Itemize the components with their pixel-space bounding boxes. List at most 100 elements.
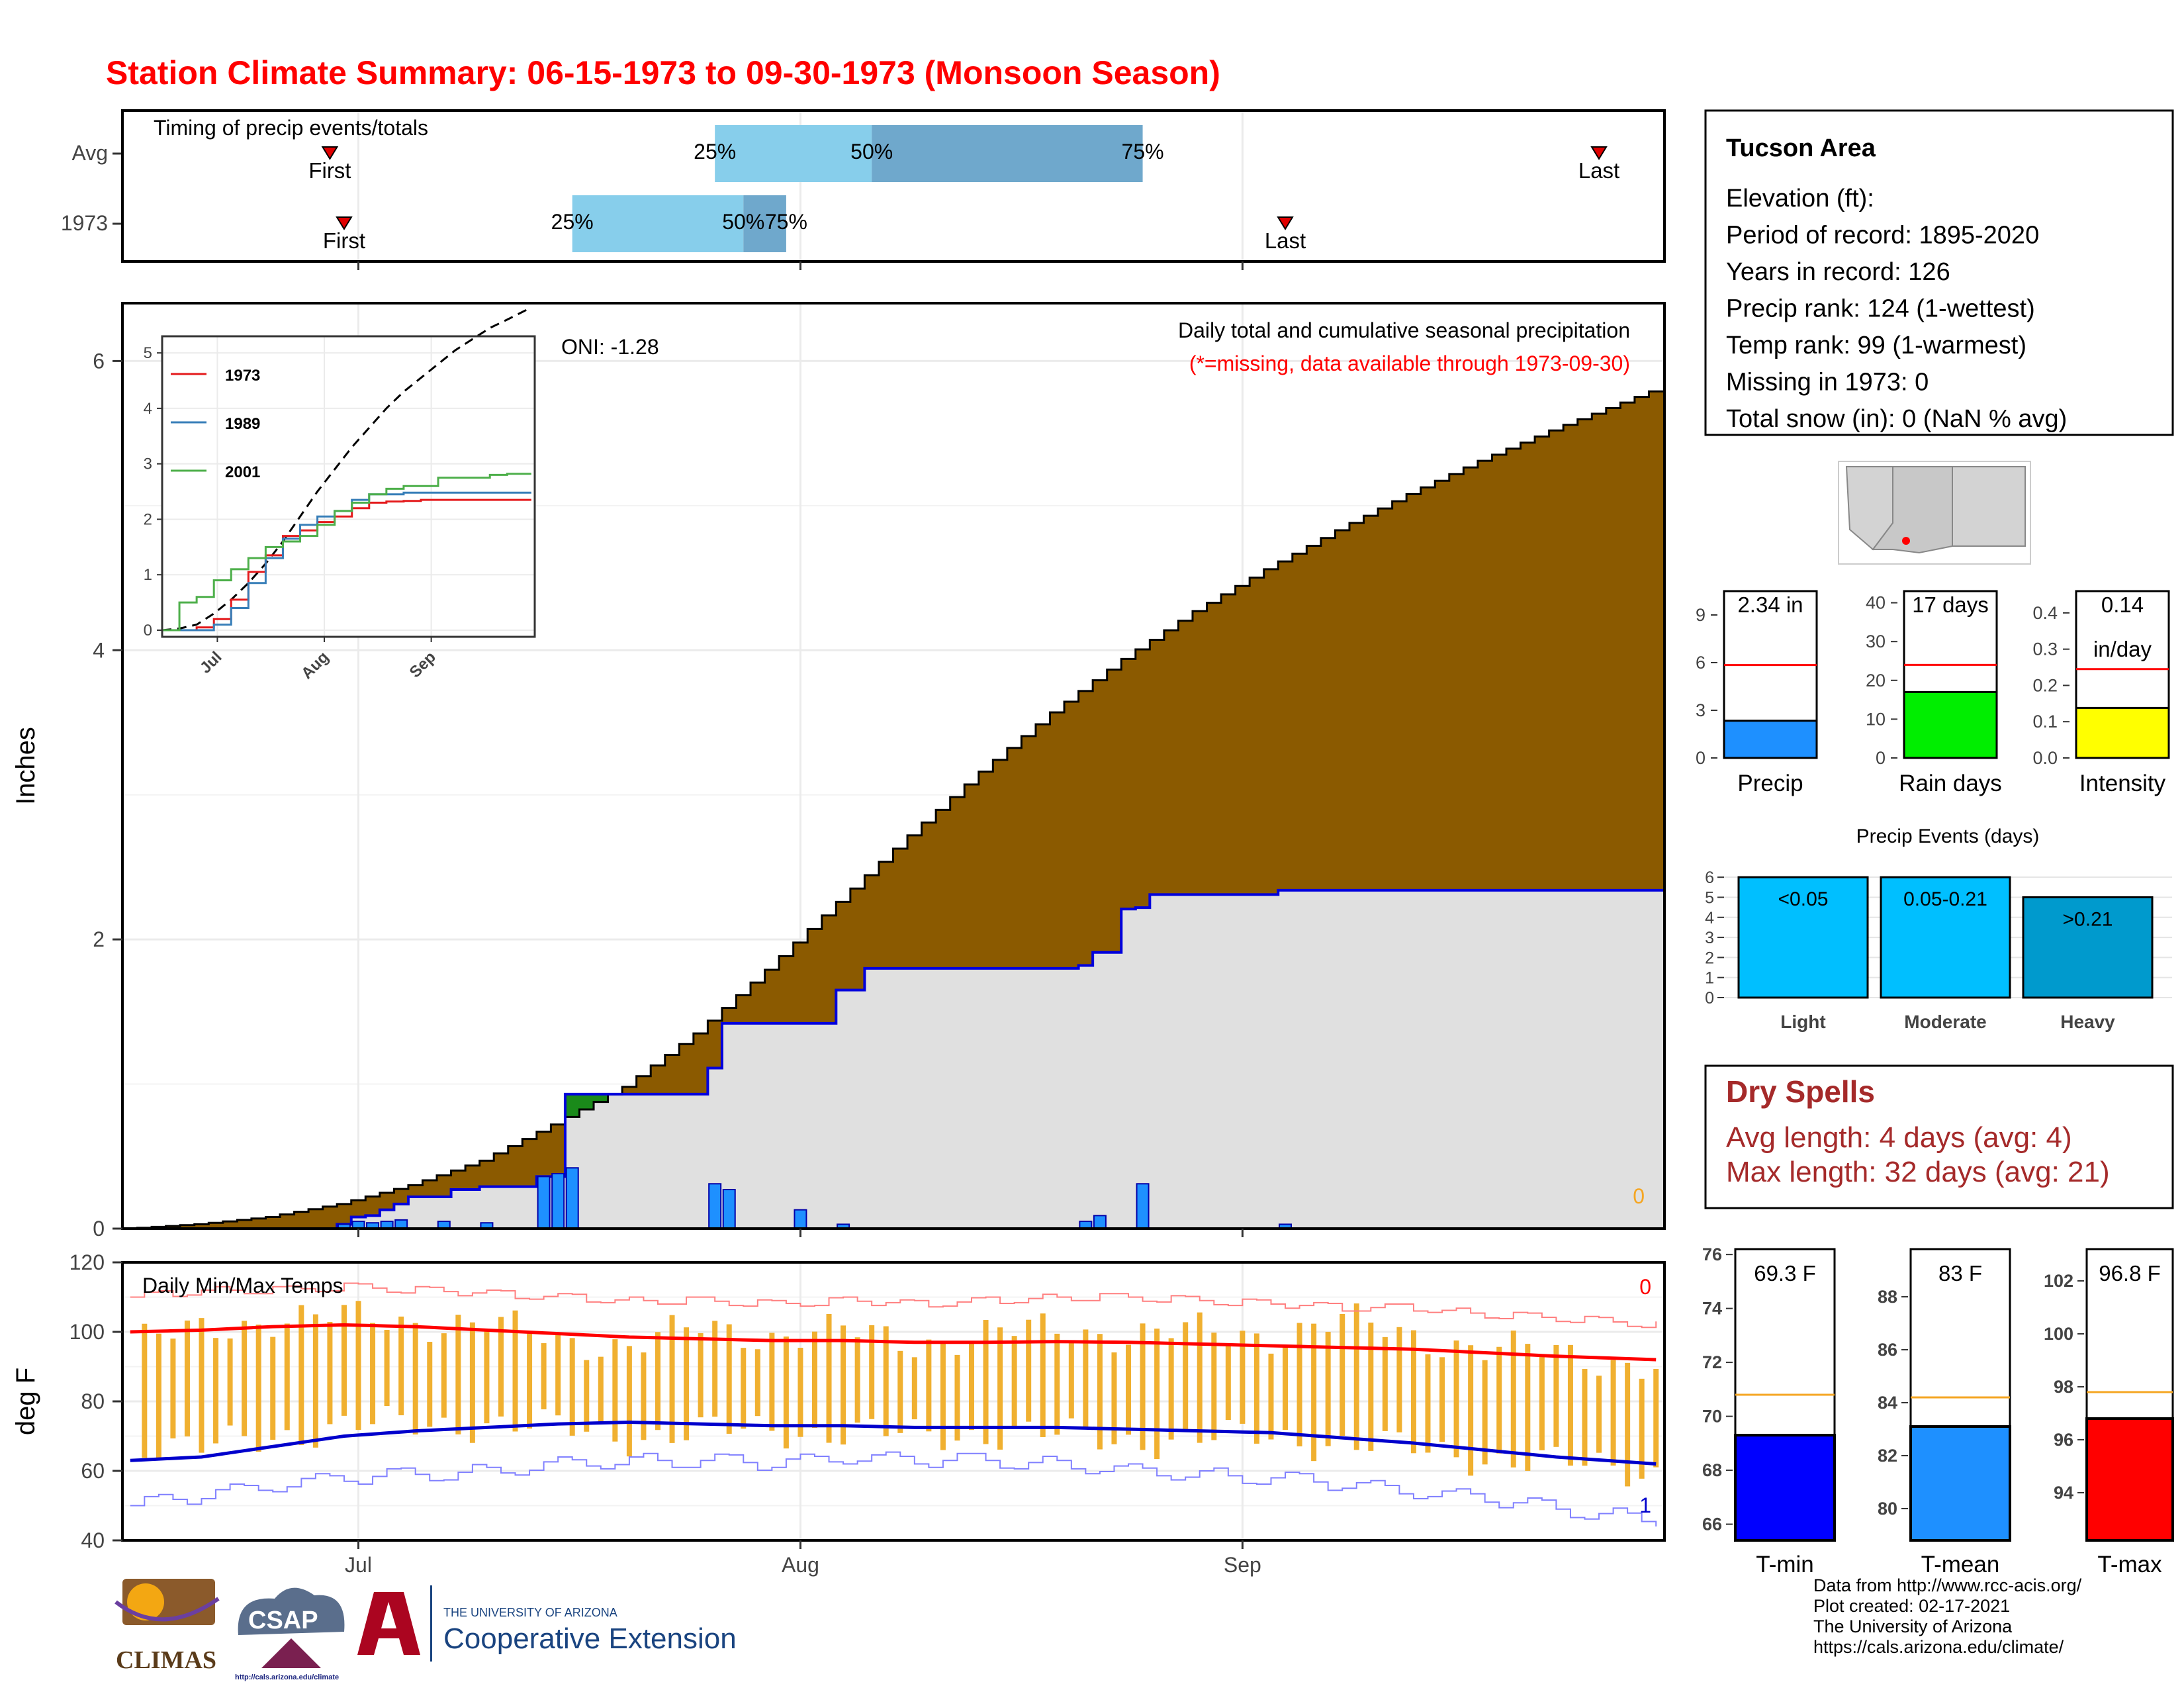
ua-logo[interactable]: THE UNIVERSITY OF ARIZONA Cooperative Ex… [357, 1585, 737, 1662]
daily-temp-bar [455, 1315, 461, 1434]
y-axis-title: Inches [11, 727, 40, 805]
summary-tick-label: 0 [1876, 748, 1886, 768]
missing-count: 0 [1633, 1184, 1645, 1208]
daily-temp-bar [1311, 1323, 1317, 1462]
inset-y-tick-label: 1 [144, 566, 152, 584]
daily-precip-bar [708, 1183, 722, 1230]
daily-temp-bar [170, 1338, 176, 1438]
footer-line: The University of Arizona [1813, 1617, 2013, 1636]
timing-bar-upper [743, 195, 786, 252]
temp-summary-bar [1734, 1434, 1836, 1542]
station-location-dot [1902, 537, 1910, 545]
events-range-label: >0.21 [2063, 908, 2113, 930]
timing-row-label: 1973 [61, 211, 108, 235]
daily-temp-bar [1653, 1369, 1659, 1468]
daily-temp-bar [370, 1323, 376, 1425]
temp-summary-bar [1909, 1425, 2011, 1542]
daily-temp-bar [1353, 1303, 1359, 1450]
daily-temp-bar [1240, 1331, 1246, 1424]
avg-accum-area [123, 391, 1663, 1229]
daily-temp-bar [669, 1315, 675, 1443]
daily-temp-bar [227, 1338, 233, 1426]
station-info-line: Missing in 1973: 0 [1726, 369, 1929, 397]
temp-summary-tick-label: 88 [1878, 1287, 1897, 1307]
temp-summary-title: T-min [1756, 1552, 1814, 1577]
avg-min-line [130, 1420, 1657, 1466]
sun-icon [127, 1583, 164, 1620]
timing-title: Timing of precip events/totals [154, 116, 428, 140]
temp-summary-title: T-mean [1921, 1552, 2000, 1577]
record-max-line [130, 1282, 1657, 1329]
station-name: Tucson Area [1726, 134, 1876, 162]
precip-events: Precip Events (days) 01 2 3 4 56 <0.05 Light 0.0… [1705, 825, 2172, 1032]
daily-temp-bar [1625, 1362, 1631, 1487]
station-info-line: Years in record: 126 [1726, 258, 1950, 286]
daily-temp-bar [484, 1331, 490, 1424]
daily-temp-bar [754, 1349, 760, 1417]
station-info: Tucson Area Elevation (ft): Period of reco… [1704, 109, 2174, 436]
temp-summary-tick-label: 74 [1702, 1299, 1722, 1319]
temp-summary-tick-label: 96 [2054, 1430, 2073, 1450]
daily-temp-bar [341, 1305, 347, 1416]
daily-temp-bar [1496, 1346, 1502, 1454]
daily-temp-bar [469, 1322, 475, 1443]
daily-precip-bar [1093, 1215, 1107, 1229]
avg-accum-line [123, 390, 1663, 1230]
y-tick-label: 100 [69, 1320, 105, 1344]
daily-temp-bar [1382, 1336, 1388, 1431]
daily-temp-bar [1083, 1329, 1089, 1429]
temp-summary-tick-label: 94 [2054, 1483, 2073, 1503]
dry-spells-title: Dry Spells [1726, 1074, 1875, 1109]
y-tick-label: 2 [93, 927, 105, 951]
summary-tick-label: 9 [1696, 605, 1706, 625]
daily-temp-bar [142, 1323, 148, 1458]
station-info-line: Period of record: 1895-2020 [1726, 222, 2039, 250]
daily-temp-bar [541, 1343, 547, 1410]
first-marker [336, 216, 353, 230]
summary-value-label: 0.14 [2101, 592, 2144, 617]
oni-label: ONI: -1.28 [561, 335, 659, 359]
dry-spells-avg: Avg length: 4 days (avg: 4) [1726, 1121, 2072, 1154]
daily-temp-bar [1325, 1331, 1331, 1446]
summary-bars: 0 3 6 9 2.34 in Precip 0 10 20 30 40 17 days Rain da… [1696, 581, 2181, 796]
timing-75-label: 75% [1122, 140, 1164, 164]
csap-text: CSAP [248, 1607, 318, 1634]
daily-temp-bar [1340, 1313, 1345, 1436]
y-tick-label: 4 [93, 638, 105, 662]
daily-temp-bar [498, 1317, 504, 1417]
y-axis-title: deg F [11, 1368, 40, 1435]
daily-temp-bar [1040, 1313, 1046, 1437]
summary-bar-title: Precip [1737, 771, 1803, 796]
events-bar [2022, 896, 2154, 999]
panel-subtitle: (*=missing, data available through 1973-… [1189, 352, 1630, 375]
daily-temp-bar [811, 1331, 817, 1429]
record-high-count: 0 [1639, 1275, 1651, 1299]
daily-temp-bar [1368, 1322, 1374, 1451]
climas-logo[interactable]: CLIMAS [114, 1579, 220, 1674]
station-info-line: Precip rank: 124 (1-wettest) [1726, 295, 2035, 323]
daily-temp-bar [441, 1333, 447, 1418]
location-map [1838, 461, 2031, 565]
summary-frame [1903, 590, 1998, 759]
daily-temp-bar [1639, 1378, 1645, 1479]
daily-temp-bar [384, 1330, 390, 1407]
daily-temp-bar [184, 1320, 190, 1436]
daily-temp-bar [598, 1356, 604, 1423]
daily-temp-bar [1097, 1334, 1103, 1450]
csap-url: http://cals.arizona.edu/climate [235, 1673, 339, 1681]
daily-temp-bar [1026, 1319, 1032, 1422]
inset-series-2001 [162, 473, 531, 632]
events-range-label: 0.05-0.21 [1903, 888, 1987, 910]
temp-summary-bar [2085, 1417, 2174, 1542]
daily-temp-bar [911, 1357, 917, 1420]
csap-logo[interactable]: CSAP http://cals.arizona.edu/climate [235, 1587, 345, 1681]
events-tick-label: 6 [1705, 868, 1714, 887]
daily-temp-bar [1111, 1352, 1117, 1444]
daily-precip-bar [722, 1189, 736, 1229]
temp-summary-title: T-max [2097, 1552, 2162, 1577]
temp-panel: 40 60 80 100 120 Jul Aug Sep deg F Daily Min/Max … [11, 1250, 1666, 1577]
footer-credits: Data from http://www.rcc-acis.org/ Plot … [1813, 1575, 2081, 1658]
events-tick-label: 2 [1705, 949, 1714, 967]
daily-temp-bar [1168, 1338, 1174, 1440]
